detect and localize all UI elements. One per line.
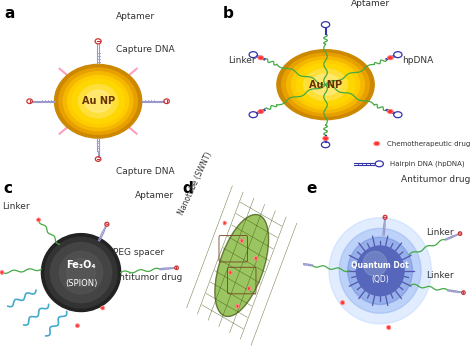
Text: Capture DNA: Capture DNA [116,167,174,176]
Text: b: b [223,6,234,21]
Circle shape [329,218,431,324]
Circle shape [258,56,263,59]
Text: Linker: Linker [2,202,29,211]
Text: hpDNA: hpDNA [402,56,434,64]
Circle shape [341,301,344,304]
Circle shape [388,56,392,59]
Text: Hairpin DNA (hpDNA): Hairpin DNA (hpDNA) [390,161,464,167]
Circle shape [72,79,124,123]
Text: Linker: Linker [426,271,454,280]
Text: Antitumor drug: Antitumor drug [113,273,183,282]
Circle shape [76,324,79,327]
Circle shape [304,69,347,101]
Circle shape [282,53,369,116]
Text: Linker: Linker [228,56,256,64]
Circle shape [241,239,243,242]
Circle shape [68,75,128,127]
Circle shape [59,251,103,294]
Text: e: e [307,181,317,195]
Text: Aptamer: Aptamer [135,191,174,200]
Circle shape [311,74,340,95]
Circle shape [59,68,137,135]
Circle shape [101,307,104,309]
Circle shape [348,237,412,304]
Text: Aptamer: Aptamer [116,12,155,21]
Circle shape [63,72,133,131]
Circle shape [45,237,117,308]
Ellipse shape [215,215,269,316]
Text: d: d [182,181,193,195]
Circle shape [387,326,390,329]
Circle shape [41,234,121,312]
Circle shape [287,57,365,113]
Circle shape [356,246,404,296]
Text: Linker: Linker [426,228,454,238]
Text: Au NP: Au NP [82,96,115,106]
Circle shape [237,305,238,308]
Circle shape [85,90,111,112]
Text: Fe₃O₄: Fe₃O₄ [66,261,96,270]
Circle shape [277,50,374,120]
Text: Quantum Dot: Quantum Dot [351,261,409,270]
Circle shape [224,222,226,224]
Circle shape [374,142,379,145]
Text: a: a [4,6,15,21]
Text: Antitumor drug: Antitumor drug [401,175,470,184]
Text: Aptamer: Aptamer [351,0,390,7]
Circle shape [50,242,112,303]
Circle shape [339,228,421,313]
Circle shape [292,60,360,109]
Circle shape [0,271,3,274]
Text: (QD): (QD) [371,275,389,284]
Circle shape [248,287,250,290]
Circle shape [67,258,95,287]
Text: Au NP: Au NP [309,80,342,90]
Text: c: c [4,181,13,195]
Circle shape [363,251,387,276]
Circle shape [255,257,257,260]
Circle shape [37,218,40,221]
Text: Nanotube (SWNT): Nanotube (SWNT) [176,150,213,216]
Text: PEG spacer: PEG spacer [113,248,164,257]
Circle shape [323,137,328,140]
Circle shape [55,64,142,138]
Text: (SPION): (SPION) [65,279,97,288]
Circle shape [229,271,231,274]
Circle shape [296,64,355,105]
Text: Capture DNA: Capture DNA [116,45,174,54]
Circle shape [388,110,392,113]
Circle shape [258,110,263,113]
Circle shape [79,85,118,118]
Text: Chemotherapeutic drug: Chemotherapeutic drug [387,141,470,147]
